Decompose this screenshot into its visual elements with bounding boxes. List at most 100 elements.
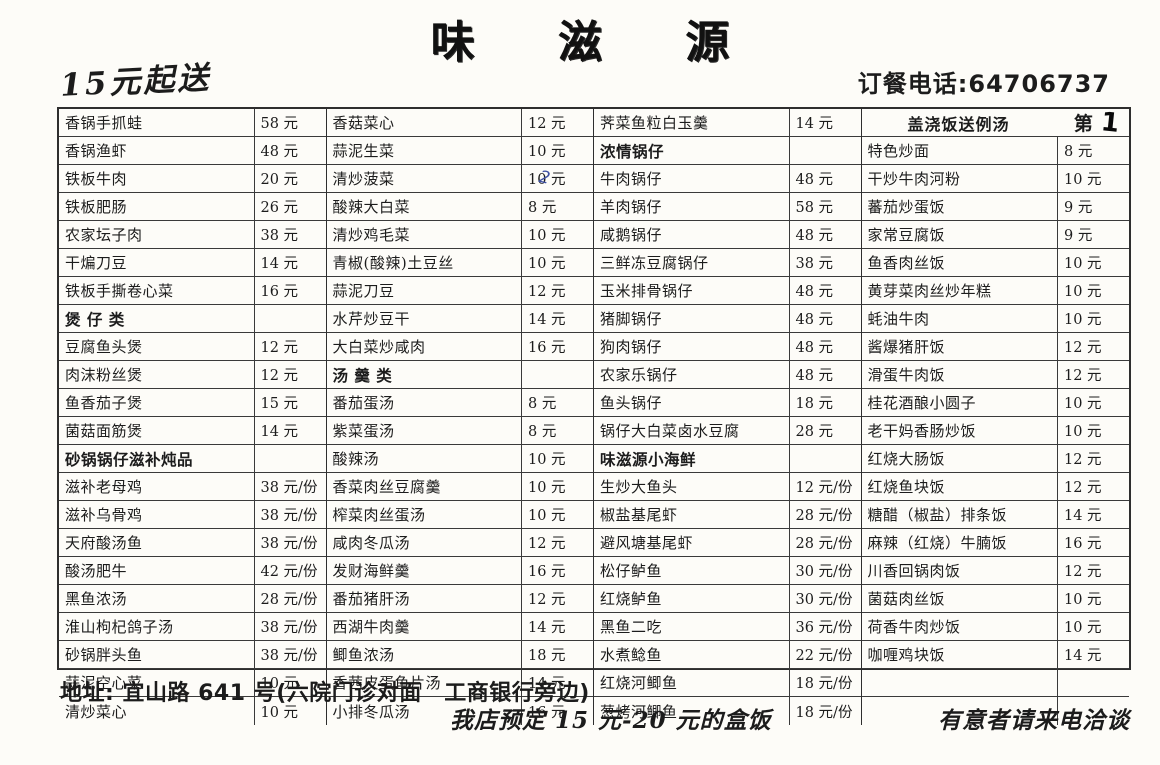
rice-section-header-row: 盖浇饭送例汤 第 1 bbox=[861, 106, 1129, 139]
dish-row: 红烧鱼块饭 12 元 bbox=[861, 473, 1129, 501]
dish-price: 8 元 bbox=[521, 193, 593, 220]
dish-price: 18 元/份 bbox=[788, 669, 861, 696]
dish-price: 28 元/份 bbox=[788, 529, 861, 556]
dish-name: 干炒牛肉河粉 bbox=[867, 170, 961, 188]
dish-price: 16 元 bbox=[521, 557, 593, 584]
dish-price: 8 元 bbox=[521, 417, 593, 444]
dish-name: 菌菇肉丝饭 bbox=[867, 590, 946, 608]
dish-row: 清炒鸡毛菜 10 元 bbox=[326, 221, 593, 249]
dish-row: 鲫鱼浓汤 18 元 bbox=[326, 641, 593, 669]
dish-price bbox=[1057, 697, 1129, 725]
dish-name: 猪脚锅仔 bbox=[600, 310, 663, 328]
dish-name: 荠菜鱼粒白玉羹 bbox=[600, 114, 709, 132]
dish-name: 三鲜冻豆腐锅仔 bbox=[600, 254, 709, 272]
dish-row: 锅仔大白菜卤水豆腐 28 元 bbox=[594, 417, 861, 445]
dish-name: 黄芽菜肉丝炒年糕 bbox=[867, 282, 992, 300]
dish-price: 12 元 bbox=[253, 333, 326, 360]
dish-name: 香菇菜心 bbox=[332, 114, 395, 132]
dish-name: 红烧河鲫鱼 bbox=[600, 674, 678, 692]
dish-price: 48 元 bbox=[788, 305, 861, 332]
dish-name: 农家乐锅仔 bbox=[600, 366, 678, 384]
dish-row: 蒜泥刀豆 12 元 bbox=[326, 277, 593, 305]
dish-row: 青椒(酸辣)土豆丝 10 元 bbox=[326, 249, 593, 277]
dish-row: 蕃茄炒蛋饭 9 元 bbox=[861, 193, 1129, 221]
dish-row: 肉沫粉丝煲 12 元 bbox=[59, 361, 326, 389]
dish-price: 30 元/份 bbox=[788, 585, 861, 612]
dish-price: 58 元 bbox=[253, 109, 326, 136]
dish-row: 咸鹅锅仔 48 元 bbox=[594, 221, 861, 249]
dish-name: 水芹炒豆干 bbox=[332, 310, 411, 328]
dish-row: 香菇菜心 12 元 bbox=[326, 109, 593, 137]
dish-name: 大白菜炒咸肉 bbox=[332, 338, 426, 356]
dish-name: 肉沫粉丝煲 bbox=[65, 366, 143, 384]
dish-price: 18 元/份 bbox=[788, 697, 861, 725]
dish-row: 生炒大鱼头 12 元/份 bbox=[594, 473, 861, 501]
address-line: 地址: 宜山路 641 号(六院门诊对面 工商银行旁边) bbox=[60, 681, 590, 706]
dish-name: 鲫鱼浓汤 bbox=[332, 646, 395, 664]
dish-name: 西湖牛肉羹 bbox=[332, 618, 411, 636]
dish-name: 番茄蛋汤 bbox=[332, 394, 395, 412]
dish-name: 糖醋（椒盐）排条饭 bbox=[867, 506, 1008, 524]
dish-price: 15 元 bbox=[253, 389, 326, 416]
dish-price bbox=[253, 305, 326, 332]
dish-price: 16 元 bbox=[521, 333, 593, 360]
dish-row: 榨菜肉丝蛋汤 10 元 bbox=[326, 501, 593, 529]
dish-price: 58 元 bbox=[788, 193, 861, 220]
dish-row: 铁板肥肠 26 元 bbox=[59, 193, 326, 221]
dish-name: 菌菇面筋煲 bbox=[65, 422, 143, 440]
dish-name: 牛肉锅仔 bbox=[600, 170, 663, 188]
dish-price: 22 元/份 bbox=[788, 641, 861, 668]
dish-name: 玉米排骨锅仔 bbox=[600, 282, 694, 300]
menu-column-1: 香锅手抓蛙 58 元香锅渔虾 48 元铁板牛肉 20 元铁板肥肠 26 元农家坛子肉 38… bbox=[59, 109, 327, 725]
handwritten-page-number: 1 bbox=[1099, 106, 1121, 139]
dish-row: 蒜泥空心菜 10 元 bbox=[59, 669, 326, 697]
dish-row: 咸肉冬瓜汤 12 元 bbox=[326, 529, 593, 557]
dish-name: 蕃茄炒蛋饭 bbox=[867, 198, 946, 216]
dish-row: 酸辣大白菜 8 元 bbox=[326, 193, 593, 221]
dish-price bbox=[1057, 669, 1129, 696]
dish-price: 14 元 bbox=[788, 109, 861, 136]
dish-name: 滑蛋牛肉饭 bbox=[867, 366, 946, 384]
dish-row: 香锅手抓蛙 58 元 bbox=[59, 109, 326, 137]
dish-row: 玉米排骨锅仔 48 元 bbox=[594, 277, 861, 305]
dish-name: 干煸刀豆 bbox=[65, 254, 128, 272]
dish-price: 10 元 bbox=[1057, 277, 1129, 304]
dish-price: 12 元 bbox=[1057, 333, 1129, 360]
dish-row: 咖喱鸡块饭 14 元 bbox=[861, 641, 1129, 669]
dish-row: 羊肉锅仔 58 元 bbox=[594, 193, 861, 221]
dish-row: 豆腐鱼头煲 12 元 bbox=[59, 333, 326, 361]
dish-row: 香茜皮蛋鱼片汤 14 元 bbox=[326, 669, 593, 697]
dish-name: 蒜泥空心菜 bbox=[65, 674, 143, 692]
dish-row: 滋补老母鸡 38 元/份 bbox=[59, 473, 326, 501]
dish-price: 9 元 bbox=[1057, 193, 1129, 220]
dish-row: 农家乐锅仔 48 元 bbox=[594, 361, 861, 389]
dish-price: 10 元 bbox=[1057, 417, 1129, 444]
dish-price: 42 元/份 bbox=[253, 557, 326, 584]
category-row: 浓情锅仔 bbox=[594, 137, 861, 165]
dish-price: 12 元/份 bbox=[788, 473, 861, 500]
dish-row: 清炒菜心 10 元 bbox=[59, 697, 326, 725]
dish-row: 三鲜冻豆腐锅仔 38 元 bbox=[594, 249, 861, 277]
dish-name: 天府酸汤鱼 bbox=[65, 534, 143, 552]
minimum-delivery-note: 15元起送 bbox=[59, 60, 213, 104]
dish-price: 16 元 bbox=[1057, 529, 1129, 556]
empty-row bbox=[861, 669, 1129, 697]
dish-name: 川香回锅肉饭 bbox=[867, 562, 961, 580]
category-name: 浓情锅仔 bbox=[600, 141, 665, 161]
dish-row: 酸汤肥牛 42 元/份 bbox=[59, 557, 326, 585]
dish-name: 香菜肉丝豆腐羹 bbox=[332, 478, 442, 496]
dish-row: 淮山枸杞鸽子汤 38 元/份 bbox=[59, 613, 326, 641]
dish-price: 14 元 bbox=[253, 417, 326, 444]
dish-name: 香锅渔虾 bbox=[65, 142, 128, 160]
dish-name: 红烧鲈鱼 bbox=[600, 590, 663, 608]
dish-name: 酸汤肥牛 bbox=[65, 562, 128, 580]
dish-row: 紫菜蛋汤 8 元 bbox=[326, 417, 593, 445]
category-name: 煲 仔 类 bbox=[65, 309, 125, 329]
dish-price: 12 元 bbox=[1057, 473, 1129, 500]
dish-name: 老干妈香肠炒饭 bbox=[867, 422, 977, 440]
dish-price bbox=[788, 445, 861, 472]
dish-name: 清炒鸡毛菜 bbox=[332, 226, 411, 244]
dish-row: 椒盐基尾虾 28 元/份 bbox=[594, 501, 861, 529]
